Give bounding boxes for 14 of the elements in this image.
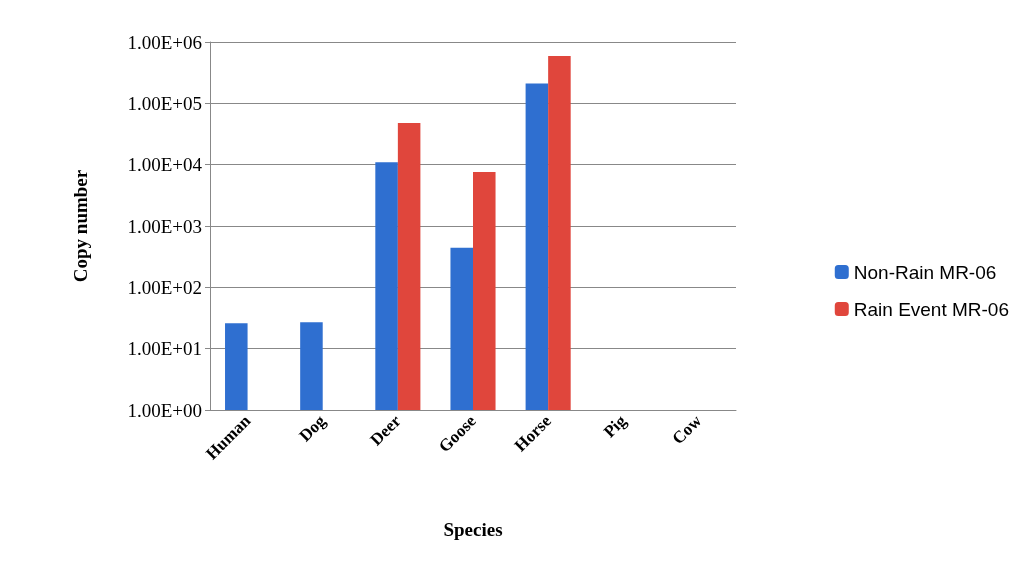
y-axis-title: Copy number [70,169,91,283]
x-tick-label: Pig [599,410,631,442]
x-tick-label: Cow [668,410,706,449]
legend-label: Rain Event MR-06 [853,298,1010,320]
y-tick-label: 1.00E+03 [127,215,202,237]
y-tick-label: 1.00E+06 [127,31,202,53]
legend-label: Non-Rain MR-06 [853,261,997,283]
y-tick-label: 1.00E+02 [127,276,202,298]
y-tick-label: 1.00E+01 [127,338,202,360]
y-tick-label: 1.00E+05 [127,92,202,114]
x-axis-title: Species [443,519,503,540]
x-tick-label: Dog [295,410,330,446]
y-tick-label: 1.00E+04 [127,154,203,176]
y-tick-label: 1.00E+00 [127,399,202,421]
